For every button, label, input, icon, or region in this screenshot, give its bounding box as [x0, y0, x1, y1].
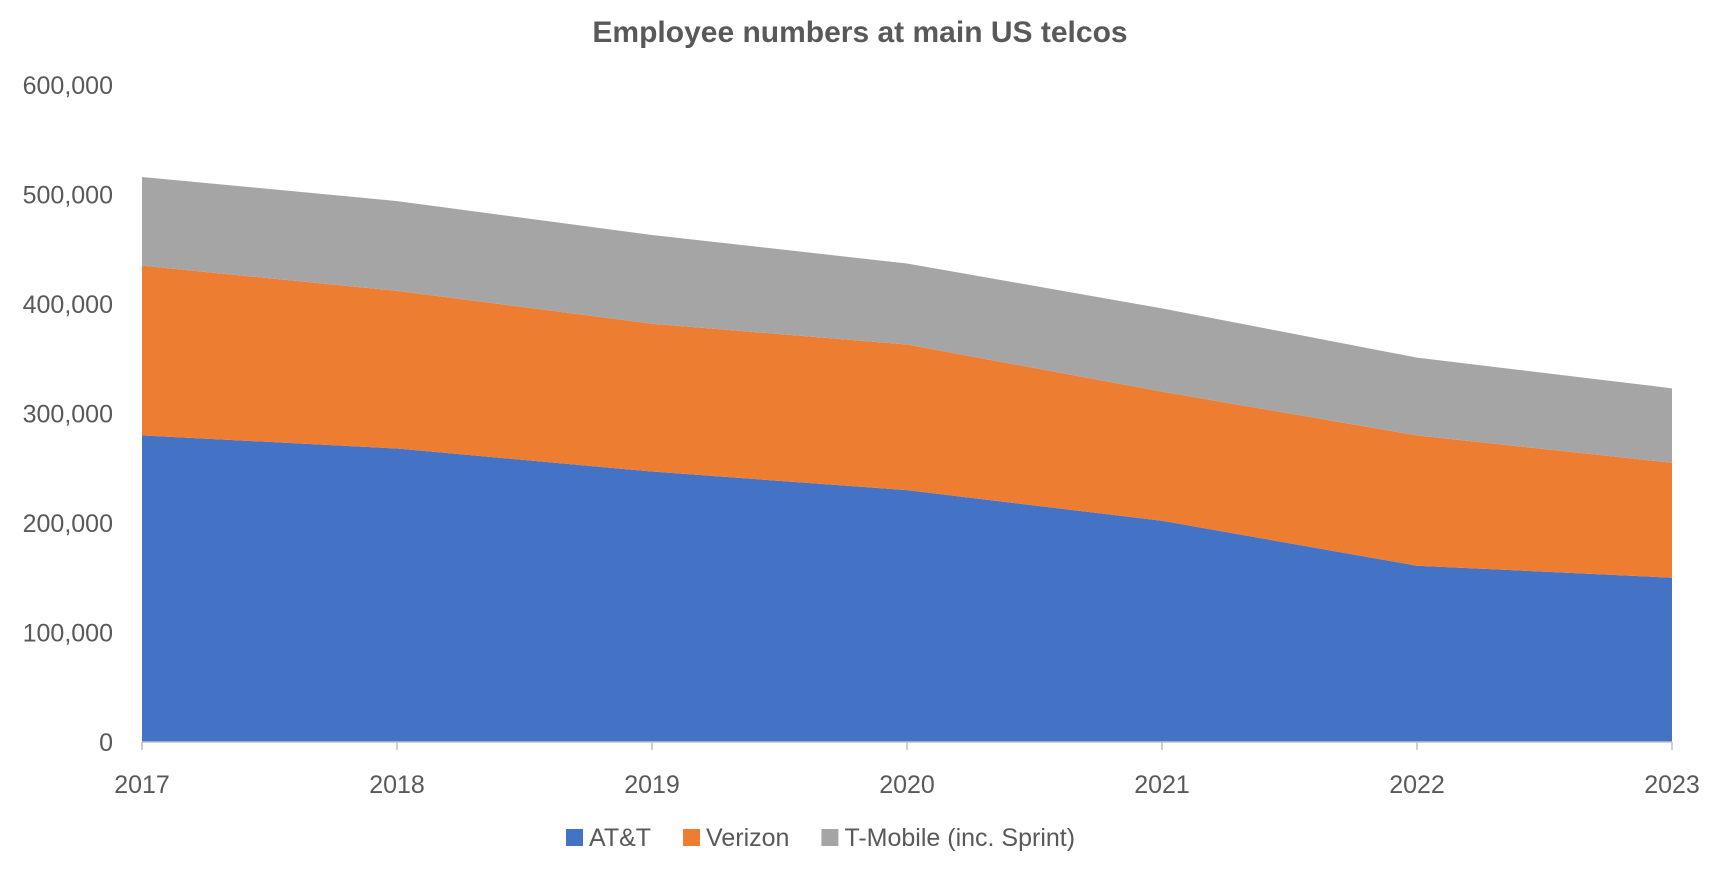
legend-label: Verizon: [706, 824, 789, 852]
x-tick-label: 2022: [1389, 771, 1445, 799]
x-tick-label: 2023: [1644, 771, 1700, 799]
y-tick-label: 200,000: [23, 510, 113, 538]
x-tick-label: 2020: [879, 771, 935, 799]
area-verizon: [142, 265, 1672, 578]
legend-swatch: [566, 829, 583, 846]
x-tick-label: 2021: [1134, 771, 1190, 799]
y-tick-label: 500,000: [23, 182, 113, 210]
y-tick-label: 100,000: [23, 620, 113, 648]
y-tick-label: 600,000: [23, 72, 113, 100]
x-tick-label: 2019: [624, 771, 680, 799]
y-tick-label: 0: [99, 729, 113, 757]
legend-label: AT&T: [589, 824, 651, 852]
x-tick-label: 2018: [369, 771, 425, 799]
legend-swatch: [683, 829, 701, 846]
legend-label: T-Mobile (inc. Sprint): [844, 824, 1075, 852]
legend-swatch: [821, 829, 839, 846]
area-t-mobile-inc-sprint-: [142, 176, 1672, 463]
x-tick-label: 2017: [114, 771, 170, 799]
area-at-t: [142, 435, 1672, 742]
y-tick-label: 300,000: [23, 401, 113, 429]
y-tick-label: 400,000: [23, 291, 113, 319]
chart-title: Employee numbers at main US telcos: [592, 16, 1127, 49]
